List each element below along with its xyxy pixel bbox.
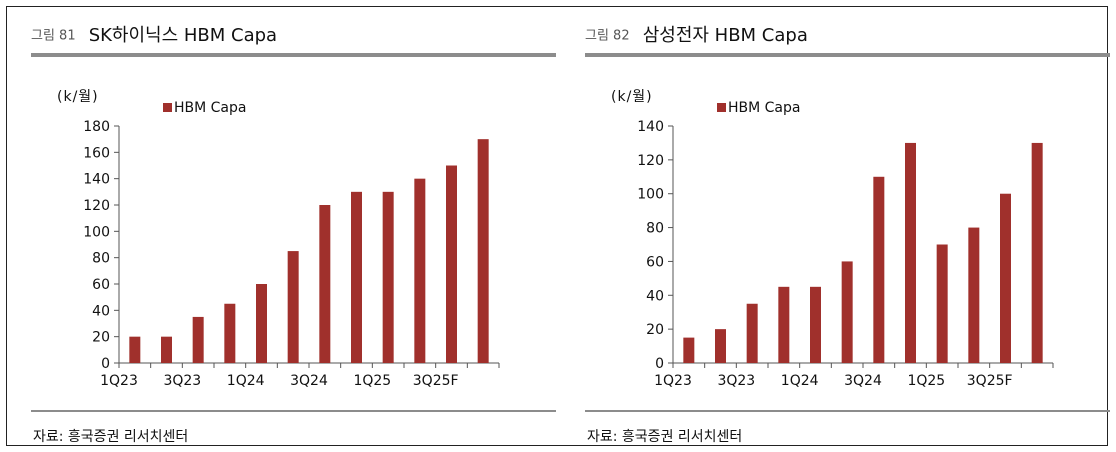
bar-3Q23 xyxy=(746,303,758,363)
y-tick-label: 80 xyxy=(92,251,110,267)
bar-1Q25 xyxy=(936,244,948,363)
source-note: 자료: 흥국증권 리서치센터 xyxy=(587,429,743,445)
bar-2Q25 xyxy=(414,178,426,363)
legend-swatch xyxy=(717,103,726,112)
bar-2Q23 xyxy=(715,329,726,363)
y-tick-label: 40 xyxy=(646,288,664,304)
panel-title-row: 그림 81 SK하이닉스 HBM Capa xyxy=(31,21,277,47)
x-tick-label: 1Q23 xyxy=(100,373,138,389)
x-tick-label: 3Q25F xyxy=(967,373,1013,389)
source-rule xyxy=(31,410,556,412)
panel-title-row: 그림 82 삼성전자 HBM Capa xyxy=(585,21,808,47)
hbm-capa-chart-sk-hynix: (k/월) HBM Capa 0 20 40 60 80 100 120 140 160 180 1Q2… xyxy=(57,89,500,389)
y-tick-label: 120 xyxy=(83,198,110,214)
y-tick-label: 80 xyxy=(646,221,664,237)
y-tick-label: 20 xyxy=(92,330,110,346)
legend-swatch xyxy=(163,103,172,112)
y-tick-label: 0 xyxy=(101,356,110,372)
title-rule xyxy=(31,53,556,57)
bar-3Q25F xyxy=(1000,193,1011,363)
source-rule xyxy=(585,410,1110,412)
figure-frame: 그림 81 SK하이닉스 HBM Capa (k/월) HBM Capa 0 20 40… xyxy=(6,6,1110,447)
bar-1Q24 xyxy=(810,286,821,363)
y-axis-unit-label: (k/월) xyxy=(57,89,99,105)
x-tick-label: 3Q23 xyxy=(163,373,201,389)
bar-3Q25F xyxy=(446,165,457,363)
bar-3Q24 xyxy=(873,176,885,363)
y-tick-label: 160 xyxy=(83,145,110,161)
x-tick-label: 3Q24 xyxy=(844,373,882,389)
legend-label: HBM Capa xyxy=(174,100,246,116)
bar-4Q23 xyxy=(778,286,790,363)
figure-number: 그림 82 xyxy=(585,28,630,44)
y-tick-label: 120 xyxy=(637,153,664,169)
y-tick-label: 20 xyxy=(646,322,664,338)
y-tick-label: 60 xyxy=(646,254,664,270)
title-rule xyxy=(585,53,1110,57)
panel-sk-hynix: 그림 81 SK하이닉스 HBM Capa (k/월) HBM Capa 0 20 40… xyxy=(31,7,561,447)
figure-number: 그림 81 xyxy=(31,28,76,44)
y-axis-unit-label: (k/월) xyxy=(611,89,653,105)
y-tick-label: 180 xyxy=(83,119,110,135)
bar-1Q23 xyxy=(129,336,141,363)
x-tick-label: 3Q23 xyxy=(717,373,755,389)
bar-3Q24 xyxy=(319,205,331,363)
y-tick-label: 40 xyxy=(92,303,110,319)
bar-2Q24 xyxy=(841,261,853,363)
x-tick-label: 1Q25 xyxy=(353,373,391,389)
x-tick-label: 1Q23 xyxy=(654,373,692,389)
bar-4Q25F xyxy=(477,139,489,363)
x-tick-label: 1Q24 xyxy=(227,373,265,389)
y-tick-label: 140 xyxy=(83,172,110,188)
bar-2Q25 xyxy=(968,227,980,363)
y-tick-label: 100 xyxy=(637,187,664,203)
x-tick-label: 1Q25 xyxy=(907,373,945,389)
x-tick-label: 3Q24 xyxy=(290,373,328,389)
y-tick-label: 0 xyxy=(655,356,664,372)
legend-label: HBM Capa xyxy=(728,100,800,116)
panel-samsung: 그림 82 삼성전자 HBM Capa (k/월) HBM Capa 0 20 40 60… xyxy=(585,7,1115,447)
bar-1Q25 xyxy=(382,191,394,363)
bar-1Q23 xyxy=(683,337,695,363)
hbm-capa-chart-samsung: (k/월) HBM Capa 0 20 40 60 80 100 120 140 1Q23 3Q23 1… xyxy=(611,89,1054,389)
bar-4Q24 xyxy=(905,142,916,363)
source-note: 자료: 흥국증권 리서치센터 xyxy=(33,429,189,445)
bar-3Q23 xyxy=(192,316,204,363)
bar-1Q24 xyxy=(256,284,267,363)
bar-4Q25F xyxy=(1031,142,1043,363)
bar-4Q23 xyxy=(224,303,236,363)
y-tick-label: 140 xyxy=(637,119,664,135)
bar-4Q24 xyxy=(351,191,362,363)
chart-title: 삼성전자 HBM Capa xyxy=(642,25,808,46)
y-tick-label: 100 xyxy=(83,224,110,240)
x-tick-label: 3Q25F xyxy=(413,373,459,389)
bar-2Q24 xyxy=(287,251,299,363)
chart-title: SK하이닉스 HBM Capa xyxy=(88,25,278,46)
y-tick-label: 60 xyxy=(92,277,110,293)
x-tick-label: 1Q24 xyxy=(781,373,819,389)
bar-2Q23 xyxy=(161,336,172,363)
